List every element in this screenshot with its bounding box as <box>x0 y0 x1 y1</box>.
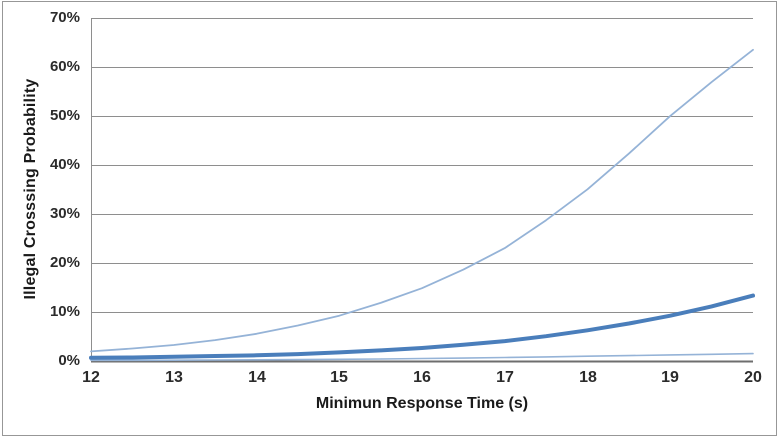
y-tick-label: 0% <box>58 352 80 369</box>
y-tick-label: 10% <box>49 303 80 320</box>
middle-thick-curve <box>89 293 755 360</box>
lower-thin-curve <box>90 352 754 362</box>
x-tick-label: 14 <box>248 369 266 386</box>
x-tick-label: 15 <box>330 369 348 386</box>
upper-thin-curve <box>90 48 754 353</box>
x-tick-label: 19 <box>661 369 679 386</box>
x-tick-label: 13 <box>165 369 183 386</box>
y-tick-label: 50% <box>49 107 80 124</box>
x-axis-title: Minimun Response Time (s) <box>315 395 529 412</box>
y-tick-label: 30% <box>49 205 80 222</box>
y-tick-label: 20% <box>49 254 80 271</box>
x-tick-label: 16 <box>413 369 431 386</box>
y-tick-label: 60% <box>49 58 80 75</box>
x-tick-label: 17 <box>496 369 514 386</box>
y-tick-label: 70% <box>49 9 80 26</box>
x-tick-label: 12 <box>82 369 100 386</box>
x-tick-label: 20 <box>744 369 762 386</box>
y-tick-label: 40% <box>49 156 80 173</box>
x-tick-label: 18 <box>579 369 597 386</box>
